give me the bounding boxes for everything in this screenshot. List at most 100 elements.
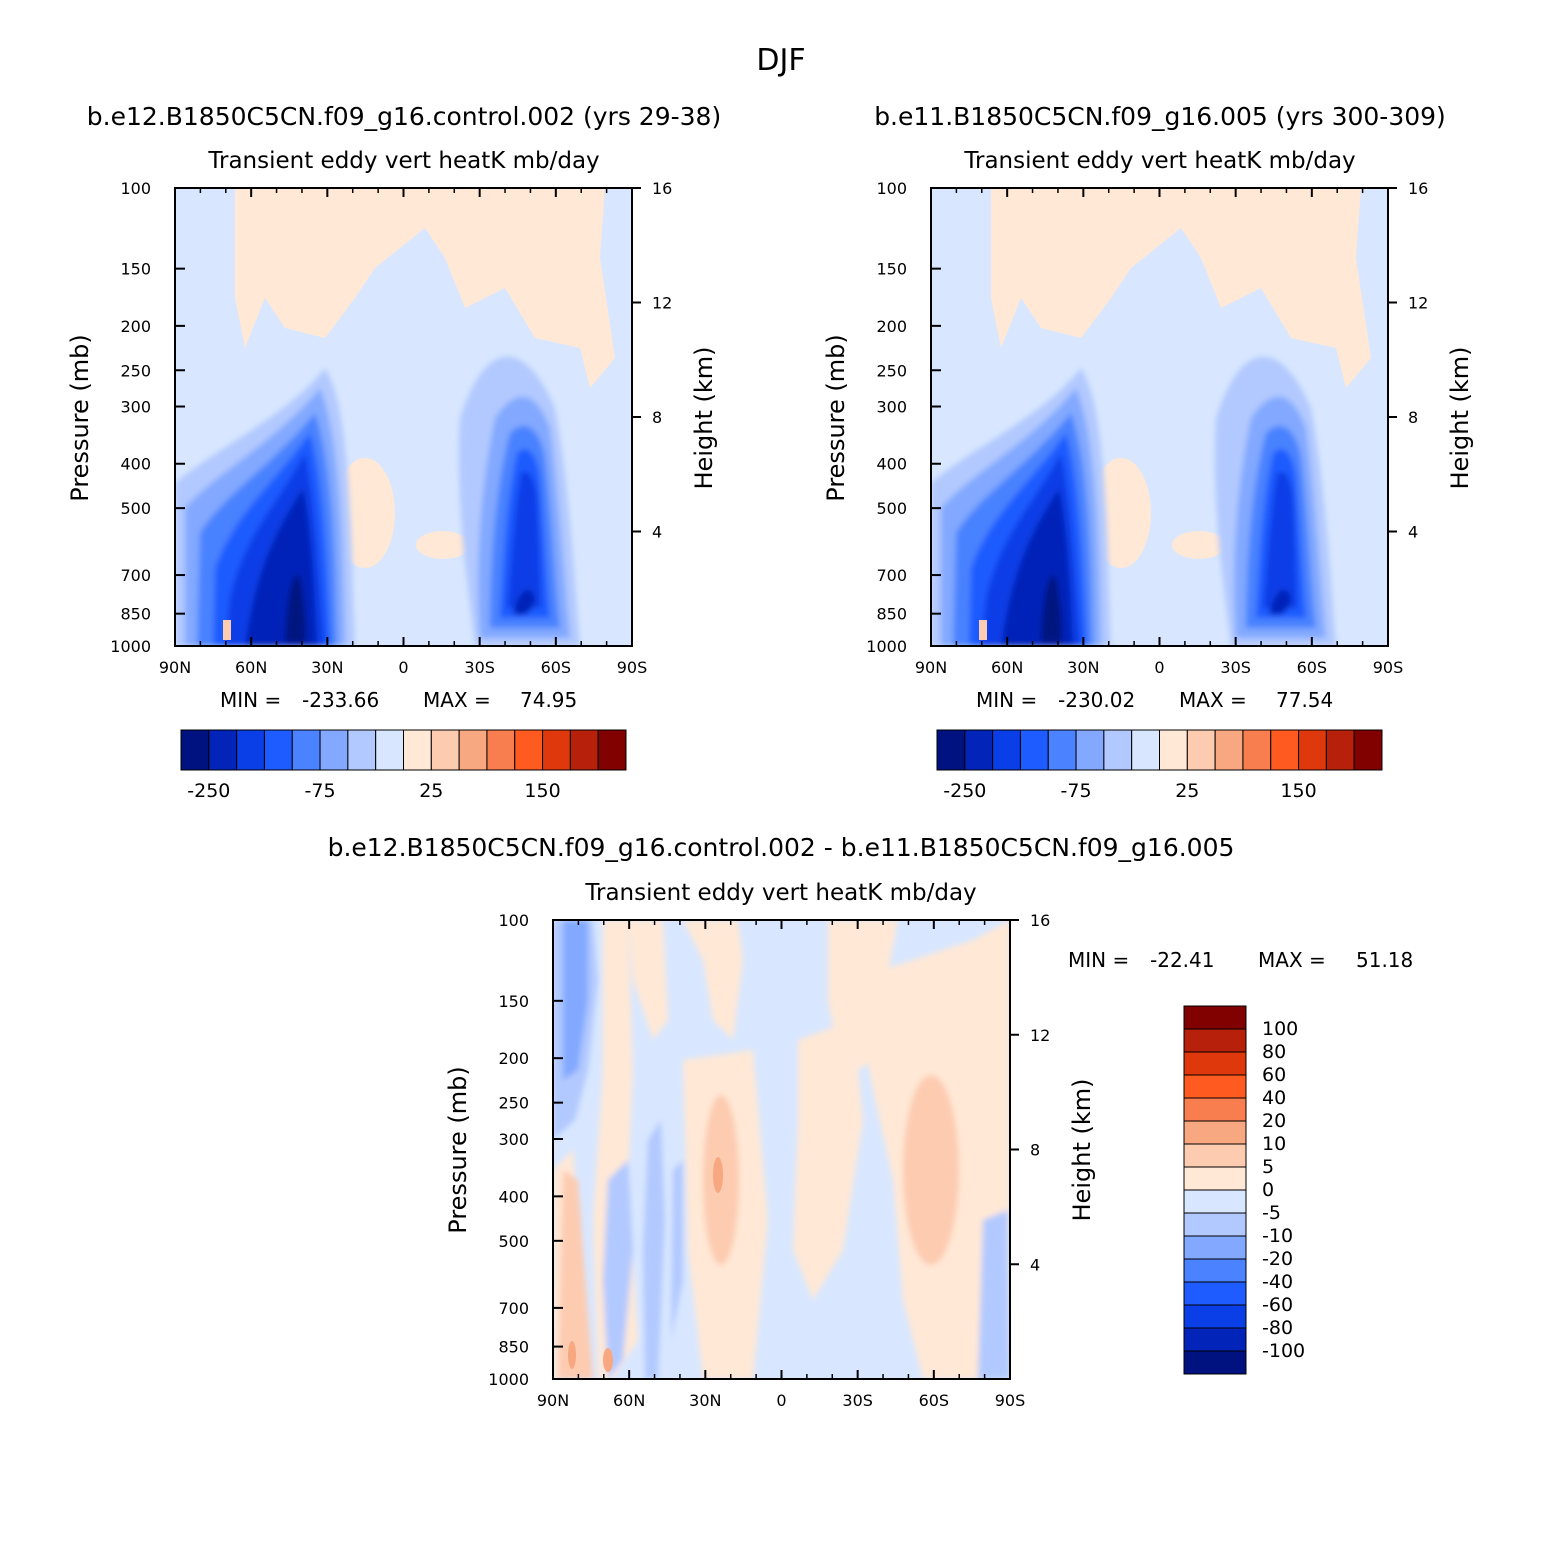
x-tick-label: 60N — [235, 658, 267, 677]
stats-line: MIN = -233.66 MAX = 74.95 — [220, 688, 577, 712]
panel-subtitle: b.e12.B1850C5CN.f09_g16.control.002 (yrs… — [87, 102, 721, 131]
x-tick-label: 30N — [689, 1391, 721, 1410]
y-tick-label: 150 — [876, 260, 907, 279]
y-tick-label: 250 — [498, 1094, 529, 1113]
x-tick-label: 60S — [1297, 658, 1328, 677]
max-label: MAX = — [1258, 948, 1326, 972]
x-tick-label: 60N — [613, 1391, 645, 1410]
colorbar-label: 40 — [1262, 1087, 1286, 1109]
x-tick-label: 90N — [159, 658, 191, 677]
colorbar-swatch — [1183, 1097, 1247, 1122]
min-value: -233.66 — [302, 688, 379, 712]
y-tick-label: 400 — [498, 1187, 529, 1206]
y-tick-label: 500 — [876, 499, 907, 518]
min-label: MIN = — [1068, 948, 1129, 972]
contour-field — [931, 188, 1388, 646]
colorbar-label: -10 — [1262, 1225, 1293, 1247]
y2-tick-label: 12 — [1030, 1026, 1050, 1045]
y2-axis-label: Height (km) — [1068, 1079, 1096, 1222]
colorbar-swatch — [1242, 729, 1272, 771]
colorbar-swatch — [1047, 729, 1077, 771]
colorbar-label: 25 — [1175, 780, 1199, 802]
colorbar-swatch — [1183, 1327, 1247, 1352]
y2-tick-label: 12 — [652, 294, 672, 313]
y2-tick-label: 4 — [1408, 523, 1418, 542]
panel-title: Transient eddy vert heatK mb/day — [207, 148, 599, 174]
colorbar-label: -60 — [1262, 1294, 1293, 1316]
colorbar-swatch — [319, 729, 349, 771]
colorbar-swatch — [1183, 1028, 1247, 1053]
colorbar-label: 150 — [524, 780, 560, 802]
colorbar-swatch — [1183, 1281, 1247, 1306]
y2-axis-label: Height (km) — [690, 347, 718, 490]
min-value: -22.41 — [1150, 948, 1214, 972]
colorbar-swatch — [1186, 729, 1216, 771]
y2-tick-label: 4 — [652, 523, 662, 542]
x-tick-label: 60S — [541, 658, 572, 677]
y-tick-label: 300 — [498, 1130, 529, 1149]
contour-field — [553, 920, 1010, 1379]
x-tick-label: 0 — [776, 1391, 786, 1410]
y2-axis-label: Height (km) — [1446, 347, 1474, 490]
colorbar-label: -20 — [1262, 1248, 1293, 1270]
stats-line: MIN = -230.02 MAX = 77.54 — [976, 688, 1333, 712]
colorbar-swatch — [458, 729, 488, 771]
min-value: -230.02 — [1058, 688, 1135, 712]
y-tick-label: 200 — [498, 1049, 529, 1068]
y-tick-label: 200 — [876, 317, 907, 336]
colorbar-swatch — [1183, 1189, 1247, 1214]
colorbar-swatch — [263, 729, 293, 771]
y-tick-label: 400 — [120, 455, 151, 474]
colorbar-swatch — [542, 729, 571, 771]
colorbar-swatch — [1325, 729, 1355, 771]
y-tick-label: 700 — [876, 566, 907, 585]
panel-difference: b.e12.B1850C5CN.f09_g16.control.002 - b.… — [328, 833, 1414, 1410]
colorbar-label: 80 — [1262, 1041, 1286, 1063]
min-label: MIN = — [220, 688, 281, 712]
y-tick-label: 700 — [498, 1299, 529, 1318]
colorbar-swatch — [1019, 729, 1049, 771]
x-tick-label: 30S — [1220, 658, 1251, 677]
colorbar-swatch — [1183, 1005, 1247, 1030]
y-tick-label: 1000 — [110, 637, 151, 656]
colorbar-swatch — [1183, 1143, 1247, 1168]
max-value: 51.18 — [1356, 948, 1413, 972]
colorbar-swatch — [236, 729, 265, 771]
panel-control: b.e12.B1850C5CN.f09_g16.control.002 (yrs… — [66, 102, 721, 802]
colorbar-label: -250 — [187, 780, 230, 802]
y2-tick-label: 8 — [652, 408, 662, 427]
colorbar-swatch — [347, 729, 377, 771]
y-tick-label: 100 — [498, 911, 529, 930]
colorbar-swatch — [291, 729, 321, 771]
y-tick-label: 150 — [120, 260, 151, 279]
y-tick-label: 700 — [120, 566, 151, 585]
x-tick-label: 30S — [842, 1391, 873, 1410]
colorbar-label: 150 — [1280, 780, 1316, 802]
colorbar-label: 60 — [1262, 1064, 1286, 1086]
panel-title: Transient eddy vert heatK mb/day — [963, 148, 1355, 174]
y-tick-label: 850 — [120, 605, 151, 624]
panel-title: Transient eddy vert heatK mb/day — [584, 880, 976, 906]
colorbar-label: 20 — [1262, 1110, 1286, 1132]
colorbar-swatch — [569, 729, 599, 771]
colorbar-swatch — [1183, 1235, 1247, 1260]
colorbar-swatch — [1183, 1258, 1247, 1283]
colorbar-swatch — [1131, 729, 1160, 771]
colorbar-swatch — [1270, 729, 1300, 771]
colorbar-swatch — [375, 729, 404, 771]
colorbar-swatch — [597, 729, 627, 771]
y-tick-label: 500 — [498, 1232, 529, 1251]
colorbar-label: 25 — [419, 780, 443, 802]
contour-field — [175, 188, 632, 646]
colorbar-label: -75 — [1061, 780, 1092, 802]
x-tick-label: 0 — [1154, 658, 1164, 677]
y-tick-label: 200 — [120, 317, 151, 336]
x-tick-label: 0 — [398, 658, 408, 677]
colorbar-swatch — [1183, 1120, 1247, 1145]
colorbar-label: -250 — [943, 780, 986, 802]
x-tick-label: 30N — [1067, 658, 1099, 677]
page-title: DJF — [756, 43, 805, 78]
colorbar-swatch — [1353, 729, 1383, 771]
y-tick-label: 1000 — [866, 637, 907, 656]
